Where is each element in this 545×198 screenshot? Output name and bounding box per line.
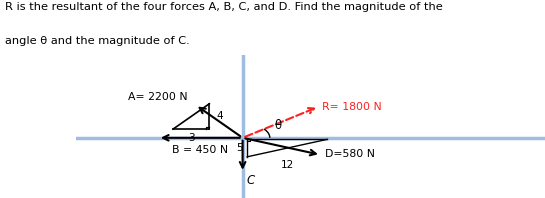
Text: C: C xyxy=(246,174,255,187)
Text: R is the resultant of the four forces A, B, C, and D. Find the magnitude of the: R is the resultant of the four forces A,… xyxy=(5,2,443,12)
Text: θ: θ xyxy=(274,119,281,132)
Text: angle θ and the magnitude of C.: angle θ and the magnitude of C. xyxy=(5,36,190,46)
Text: B = 450 N: B = 450 N xyxy=(172,145,228,155)
Text: R= 1800 N: R= 1800 N xyxy=(322,102,381,112)
Text: 4: 4 xyxy=(216,111,222,121)
Text: 5: 5 xyxy=(236,143,243,153)
Text: 12: 12 xyxy=(281,160,294,170)
Text: 3: 3 xyxy=(188,133,195,143)
Text: D=580 N: D=580 N xyxy=(325,149,376,159)
Text: A= 2200 N: A= 2200 N xyxy=(128,92,188,103)
